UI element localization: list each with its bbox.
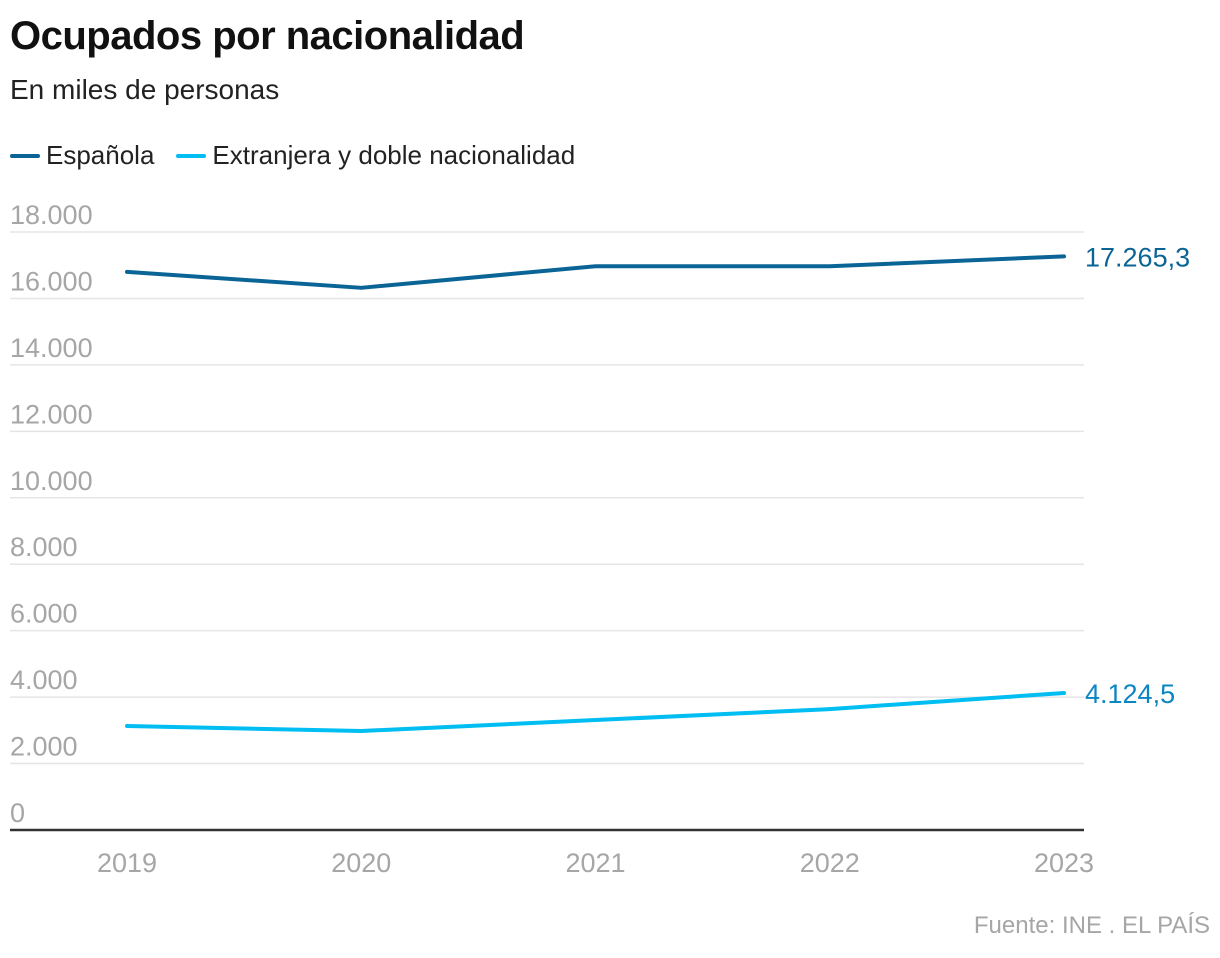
legend-item-extranjera: Extranjera y doble nacionalidad bbox=[176, 140, 575, 171]
y-tick-label: 12.000 bbox=[10, 399, 93, 429]
legend-swatch-espanola bbox=[10, 153, 40, 158]
y-tick-label: 0 bbox=[10, 798, 25, 828]
legend-item-espanola: Española bbox=[10, 140, 154, 171]
y-tick-label: 18.000 bbox=[10, 200, 93, 230]
legend-label-espanola: Española bbox=[46, 140, 155, 170]
y-tick-label: 8.000 bbox=[10, 532, 78, 562]
x-tick-label: 2022 bbox=[800, 848, 860, 878]
series-line-espanola bbox=[125, 254, 1066, 290]
source-note: Fuente: INE . EL PAÍS bbox=[973, 912, 1210, 939]
legend-swatch-extranjera bbox=[176, 153, 207, 158]
series-line-extranjera bbox=[125, 690, 1066, 733]
x-tick-label: 2020 bbox=[331, 848, 391, 878]
end-value-label: 17.265,3 bbox=[1085, 242, 1190, 272]
y-tick-label: 10.000 bbox=[10, 466, 93, 496]
x-tick-label: 2021 bbox=[565, 848, 625, 878]
y-tick-label: 6.000 bbox=[10, 599, 78, 629]
y-tick-label: 4.000 bbox=[10, 665, 78, 695]
end-value-label: 4.124,5 bbox=[1085, 679, 1175, 709]
y-tick-label: 16.000 bbox=[10, 266, 93, 296]
chart-subtitle: En miles de personas bbox=[10, 74, 280, 105]
chart-title: Ocupados por nacionalidad bbox=[10, 14, 525, 58]
y-tick-label: 14.000 bbox=[10, 333, 93, 363]
legend-label-extranjera: Extranjera y doble nacionalidad bbox=[212, 140, 576, 170]
y-tick-label: 2.000 bbox=[10, 732, 78, 762]
x-tick-label: 2023 bbox=[1034, 848, 1094, 878]
x-tick-label: 2019 bbox=[97, 848, 157, 878]
legend: Española Extranjera y doble nacionalidad bbox=[10, 140, 597, 171]
